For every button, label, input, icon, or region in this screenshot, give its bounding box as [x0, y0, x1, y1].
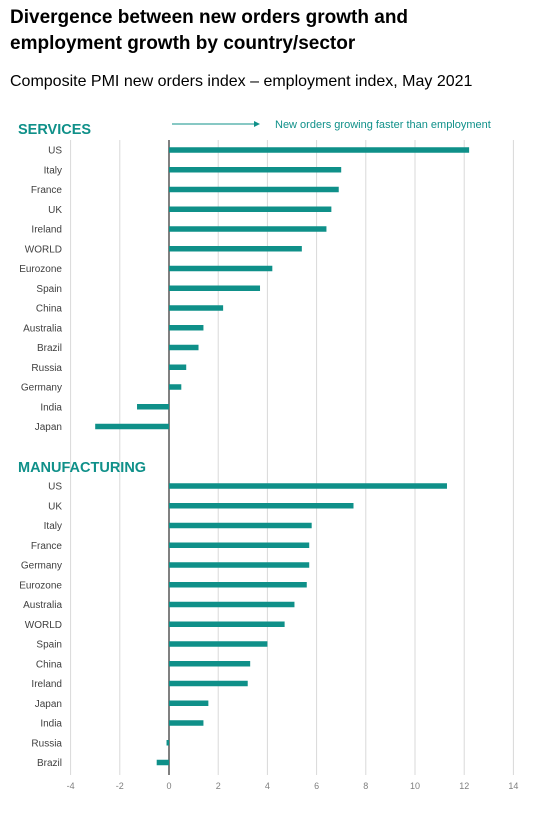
x-tick-label: 2	[216, 781, 221, 791]
labels-layer: -4 -2 0 2 4 6 8 10 12 14 SERVICES US Italy France UK Ir…	[18, 122, 518, 791]
section-heading: MANUFACTURING	[18, 460, 146, 476]
category-label: Brazil	[37, 343, 62, 354]
bar	[169, 641, 268, 647]
bar	[169, 305, 224, 311]
category-label: France	[31, 541, 63, 552]
bar	[169, 344, 199, 351]
x-tick-label: 12	[459, 781, 469, 791]
category-label: Eurozone	[19, 264, 62, 275]
category-label: India	[40, 402, 62, 413]
category-label: Italy	[44, 165, 62, 176]
x-tick-label: 4	[265, 781, 270, 791]
bar	[156, 759, 169, 766]
category-label: Brazil	[37, 758, 62, 769]
category-label: Japan	[35, 422, 62, 433]
bar	[169, 700, 209, 706]
x-tick-label: 10	[410, 781, 420, 791]
bar	[137, 404, 169, 410]
bar	[169, 542, 310, 548]
bar	[169, 522, 312, 529]
category-label: Spain	[36, 284, 62, 295]
category-label: Ireland	[31, 679, 62, 690]
x-tick-label: 6	[314, 781, 319, 791]
bars-layer	[95, 147, 470, 766]
category-label: Australia	[23, 600, 62, 611]
x-tick-label: 0	[166, 781, 171, 791]
bar	[95, 423, 169, 430]
bar	[169, 147, 470, 153]
bar	[169, 265, 273, 272]
category-label: China	[36, 304, 63, 315]
category-label: China	[36, 659, 63, 670]
bar	[169, 285, 261, 291]
bar	[169, 680, 248, 687]
annotation-arrow-head	[254, 121, 260, 127]
bar	[169, 483, 447, 489]
bar	[169, 167, 342, 173]
x-tick-label: 14	[508, 781, 518, 791]
bar	[169, 186, 339, 193]
category-label: Spain	[36, 640, 62, 651]
bar	[169, 246, 302, 252]
bar	[169, 661, 251, 667]
category-label: Ireland	[31, 225, 62, 236]
category-label: US	[48, 146, 62, 157]
category-label: UK	[48, 501, 62, 512]
bar	[169, 325, 204, 331]
x-tick-label: 8	[363, 781, 368, 791]
bar	[169, 601, 295, 608]
category-label: Japan	[35, 699, 62, 710]
category-label: Russia	[31, 738, 62, 749]
chart-title: Divergence between new orders growth and…	[10, 7, 409, 54]
bar	[169, 621, 285, 627]
bar	[169, 206, 332, 212]
bar	[169, 582, 307, 588]
bar	[169, 720, 204, 726]
bar	[169, 226, 327, 232]
grid-layer	[70, 140, 514, 775]
annotation-text: New orders growing faster than employmen…	[275, 119, 491, 131]
category-label: UK	[48, 205, 62, 216]
bar	[169, 384, 182, 390]
bar	[169, 562, 310, 568]
category-label: India	[40, 719, 62, 730]
bar	[166, 740, 169, 746]
category-label: Eurozone	[19, 580, 62, 591]
category-label: Germany	[21, 561, 62, 572]
category-label: WORLD	[25, 620, 62, 631]
chart-subtitle: Composite PMI new orders index – employm…	[10, 73, 473, 90]
x-tick-label: -2	[116, 781, 124, 791]
category-label: France	[31, 185, 63, 196]
bar	[169, 503, 354, 509]
section-heading: SERVICES	[18, 122, 91, 138]
category-label: Germany	[21, 383, 62, 394]
bar	[169, 364, 187, 370]
category-label: Italy	[44, 521, 62, 532]
annotation: New orders growing faster than employmen…	[172, 119, 491, 131]
x-tick-label: -4	[67, 781, 75, 791]
category-label: Australia	[23, 323, 62, 334]
category-label: Russia	[31, 363, 62, 374]
category-label: WORLD	[25, 244, 62, 255]
category-label: US	[48, 482, 62, 493]
